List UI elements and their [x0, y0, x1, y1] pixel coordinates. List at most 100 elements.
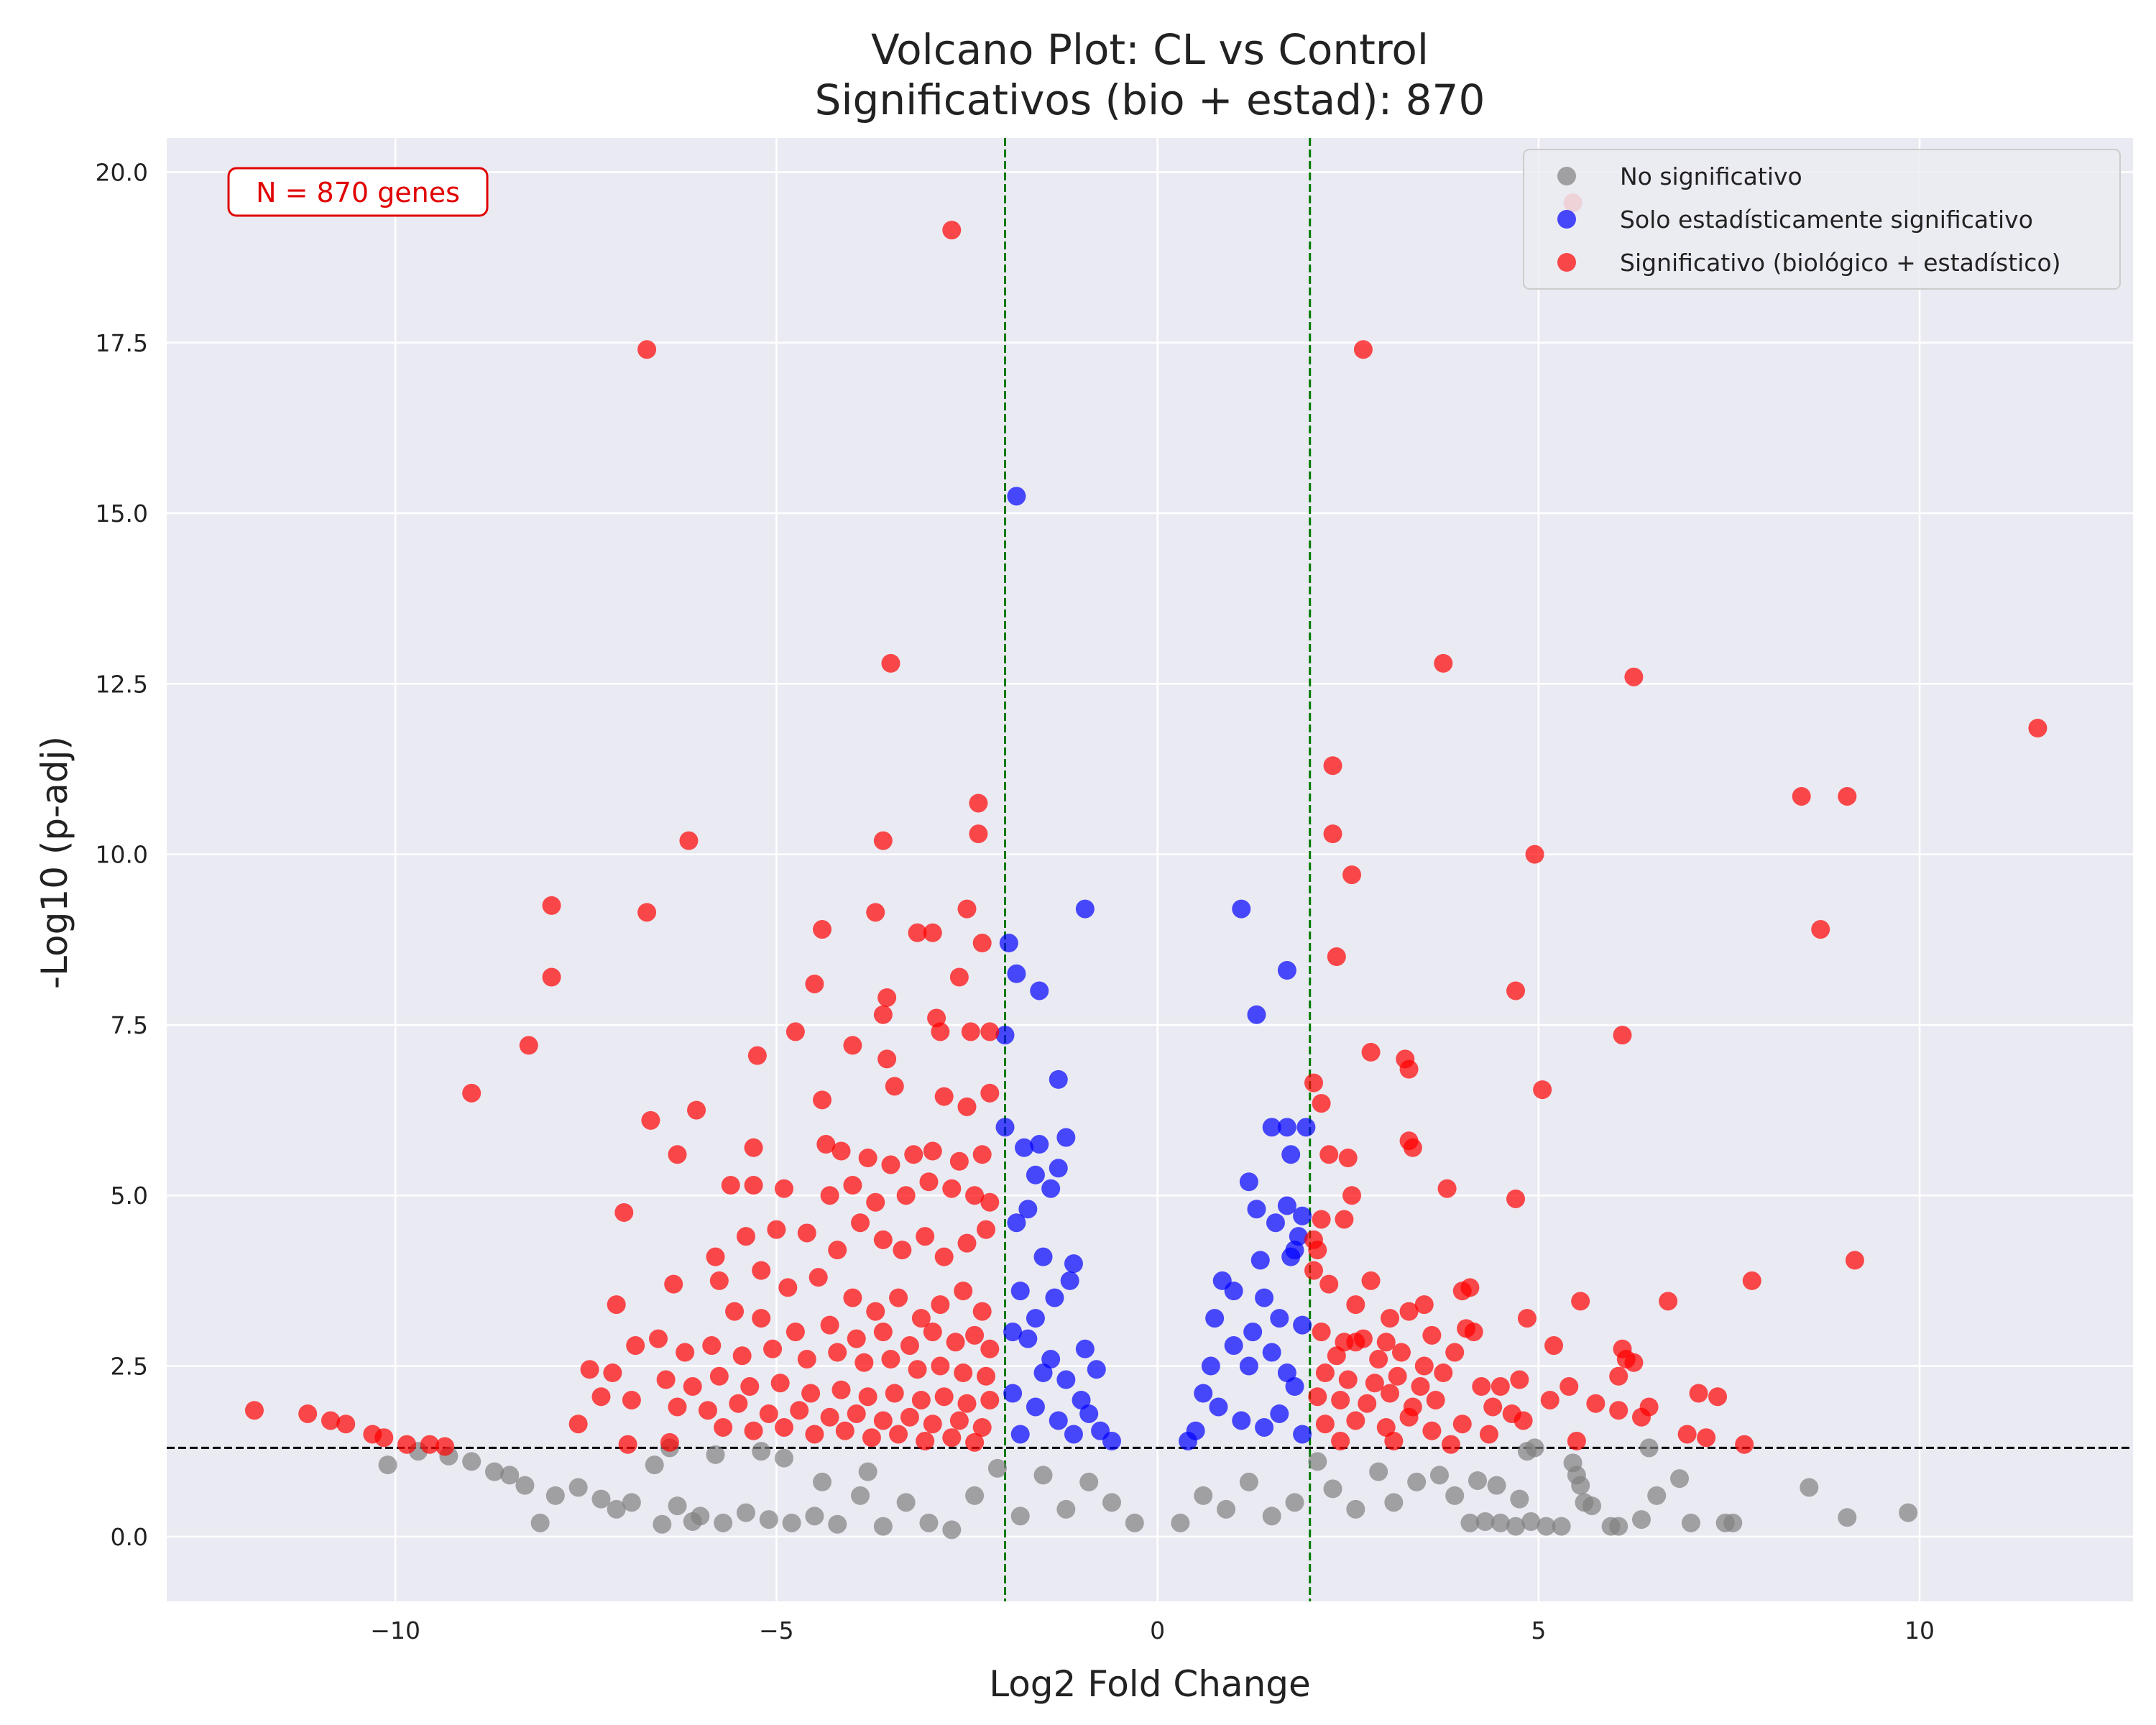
data-point	[641, 1110, 660, 1130]
data-point	[679, 831, 699, 850]
data-point	[1441, 1435, 1460, 1454]
data-point	[972, 934, 992, 953]
data-point	[949, 967, 969, 987]
data-point	[946, 1333, 965, 1352]
data-point	[1335, 1210, 1354, 1229]
data-point	[942, 1179, 962, 1198]
data-point	[637, 903, 657, 922]
data-point	[1179, 1431, 1198, 1450]
data-point	[873, 1230, 893, 1249]
data-point	[736, 1227, 755, 1246]
data-point	[1670, 1469, 1690, 1489]
data-point	[980, 1390, 1000, 1409]
data-point	[904, 1145, 923, 1164]
data-point	[1399, 1407, 1419, 1427]
data-point	[908, 923, 927, 942]
data-point	[706, 1445, 725, 1464]
data-point	[1056, 1128, 1076, 1147]
data-point	[519, 1036, 538, 1055]
chart-title: Volcano Plot: CL vs Control	[871, 25, 1429, 74]
data-point	[1487, 1476, 1506, 1495]
data-point	[1056, 1499, 1076, 1519]
data-point	[1708, 1387, 1728, 1407]
data-point	[1102, 1431, 1121, 1450]
y-tick-label: 2.5	[111, 1353, 148, 1381]
data-point	[1308, 1387, 1327, 1407]
data-point	[858, 1149, 877, 1168]
data-point	[820, 1407, 839, 1427]
data-point	[1613, 1026, 1632, 1045]
data-point	[1552, 1517, 1571, 1536]
data-point	[916, 1431, 935, 1450]
data-point	[545, 1486, 565, 1505]
data-point	[1479, 1425, 1498, 1444]
data-point	[866, 1302, 885, 1321]
data-point	[1327, 1346, 1346, 1366]
data-point	[607, 1295, 626, 1315]
data-point	[1381, 1384, 1400, 1403]
data-point	[1041, 1179, 1061, 1198]
data-point	[1049, 1411, 1068, 1430]
data-point	[1194, 1384, 1213, 1403]
data-point	[687, 1100, 706, 1120]
data-point	[1586, 1394, 1606, 1413]
data-point	[1232, 1411, 1251, 1430]
chart-subtitle: Significativos (bio + estad): 870	[815, 75, 1485, 124]
data-point	[1560, 1377, 1579, 1397]
data-point	[1639, 1438, 1659, 1458]
x-tick-label: 5	[1531, 1616, 1546, 1644]
data-point	[881, 1350, 900, 1369]
data-point	[813, 1472, 831, 1491]
y-tick-label: 15.0	[96, 500, 148, 528]
data-point	[1384, 1493, 1404, 1512]
data-point	[831, 1141, 851, 1161]
annotation-box	[227, 167, 489, 217]
data-points	[244, 193, 2047, 1540]
data-point	[949, 1411, 969, 1430]
data-point	[1075, 899, 1095, 919]
data-point	[1544, 1336, 1564, 1356]
y-tick-label: 17.5	[96, 329, 148, 357]
data-point	[919, 1513, 939, 1532]
data-point	[244, 1401, 264, 1420]
data-point	[653, 1514, 672, 1534]
data-point	[980, 1022, 1000, 1041]
data-point	[729, 1394, 748, 1413]
data-point	[607, 1499, 626, 1519]
legend-label: No significativo	[1620, 162, 1802, 190]
data-point	[1624, 667, 1644, 686]
data-point	[1015, 1138, 1034, 1157]
data-point	[873, 1005, 893, 1024]
data-point	[790, 1401, 809, 1420]
data-point	[763, 1339, 783, 1358]
legend-marker	[1557, 253, 1576, 272]
data-point	[378, 1455, 397, 1475]
data-point	[706, 1247, 725, 1266]
data-point	[1697, 1428, 1716, 1448]
data-point	[1422, 1421, 1442, 1440]
data-point	[752, 1442, 771, 1461]
data-point	[1422, 1325, 1442, 1345]
data-point	[774, 1417, 793, 1437]
data-point	[1445, 1486, 1465, 1505]
data-point	[797, 1350, 816, 1369]
data-point	[965, 1486, 985, 1505]
data-point	[530, 1513, 550, 1532]
data-point	[805, 1506, 824, 1526]
data-point	[298, 1404, 318, 1423]
data-point	[972, 1145, 992, 1164]
data-point	[618, 1435, 637, 1454]
data-point	[1811, 920, 1830, 939]
data-point	[740, 1377, 760, 1397]
legend-marker	[1557, 210, 1576, 229]
data-point	[1319, 1274, 1339, 1294]
data-point	[1388, 1366, 1407, 1386]
data-point	[805, 1425, 824, 1444]
data-point	[1003, 1384, 1023, 1403]
data-point	[664, 1274, 683, 1294]
data-point	[1689, 1384, 1708, 1403]
data-point	[1845, 1251, 1864, 1270]
data-point	[1125, 1513, 1144, 1532]
data-point	[683, 1512, 702, 1531]
data-point	[866, 903, 885, 922]
